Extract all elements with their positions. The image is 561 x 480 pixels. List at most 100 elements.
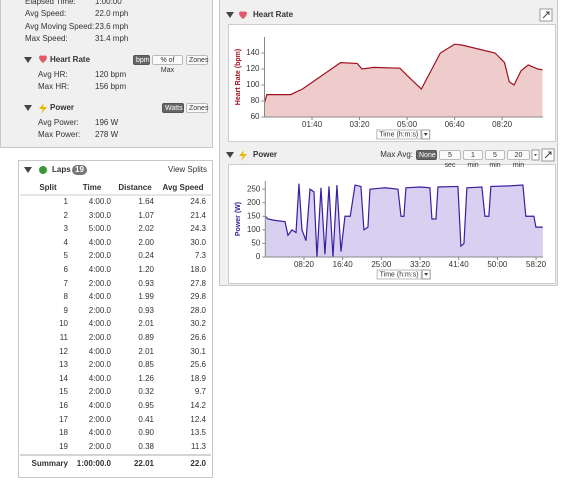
lap-cell: 24.6 <box>190 197 206 206</box>
lap-cell: 2:00.0 <box>88 305 111 315</box>
toggle-button[interactable]: Zones <box>186 103 208 113</box>
lap-cell: 0.95 <box>138 401 154 410</box>
lap-cell: 5:00.0 <box>88 224 111 234</box>
lap-cell: 1.20 <box>138 265 154 274</box>
x-tick-label: 16:40 <box>333 260 354 269</box>
lap-cell: 14.2 <box>190 401 206 410</box>
stat-label: Avg Moving Speed: <box>25 22 95 31</box>
lap-cell: 1.07 <box>138 210 154 220</box>
lap-cell: 0.89 <box>138 333 154 342</box>
lap-cell: 1 <box>63 197 68 206</box>
expand-glyph <box>544 151 552 159</box>
summary-cell: 22.01 <box>133 459 154 468</box>
lap-cell: 4:00.0 <box>88 292 111 302</box>
lap-cell: 4 <box>63 237 68 247</box>
x-tick-label: 03:20 <box>350 120 371 129</box>
lap-cell: 4:00.0 <box>88 237 111 247</box>
chart: 0 50 100 150 200 250 08:20 16:40 25:00 33:20 41:40… <box>235 181 547 280</box>
laps-title: Laps <box>52 165 71 174</box>
lap-cell: 19 <box>59 441 68 451</box>
stat-label: Avg HR: <box>38 70 68 79</box>
toggle-button[interactable]: % of Max <box>152 55 183 74</box>
laps-icon <box>39 166 47 174</box>
lap-cell: 11 <box>59 333 68 342</box>
lap-cell: 29.8 <box>190 292 206 302</box>
lap-cell: 25.6 <box>190 360 206 370</box>
lap-cell: 0.38 <box>138 441 154 451</box>
lap-cell: 7.3 <box>194 251 206 261</box>
lap-cell: 9.7 <box>194 387 206 397</box>
x-tick-label: 50:00 <box>487 260 508 269</box>
lap-count: 19 <box>72 165 87 175</box>
y-tick-label: 100 <box>246 80 260 89</box>
toggle-button[interactable]: None <box>416 150 437 160</box>
collapse-icon <box>226 12 234 18</box>
column-header: Time <box>82 183 102 192</box>
stat-value: 22.0 mph <box>95 9 129 18</box>
heart-icon <box>239 11 247 19</box>
x-axis-label: Time (h:m:s) <box>380 271 419 278</box>
control-label: Max Avg: <box>380 150 413 159</box>
lap-cell: 4:00.0 <box>88 197 111 206</box>
lap-cell: 4:00.0 <box>88 401 111 410</box>
lap-cell: 2:00.0 <box>88 251 111 261</box>
lap-cell: 18.9 <box>190 373 206 383</box>
x-tick-label: 01:40 <box>302 120 323 129</box>
y-tick-label: 0 <box>256 252 261 261</box>
lap-cell: 4:00.0 <box>88 373 111 383</box>
lap-cell: 24.3 <box>190 224 206 234</box>
toggle-button[interactable]: Watts <box>162 103 184 113</box>
chart-title: Power <box>253 150 278 159</box>
lap-cell: 3 <box>63 224 68 234</box>
toggle-button[interactable]: 1 min <box>463 150 483 169</box>
lap-cell: 4:00.0 <box>88 428 111 438</box>
lap-cell: 2:00.0 <box>88 278 111 288</box>
collapse-icon <box>226 152 234 158</box>
area-fill <box>264 44 543 118</box>
toggle-button[interactable]: 5 sec <box>439 150 461 169</box>
lap-cell: 21.4 <box>190 210 206 220</box>
toggle-button[interactable]: bpm <box>133 55 150 65</box>
chart-title: Heart Rate <box>253 10 294 19</box>
collapse-icon <box>24 105 32 111</box>
stat-label: Elapsed Time: <box>25 0 76 6</box>
x-tick-label: 25:00 <box>371 260 392 269</box>
toggle-button[interactable]: Zones <box>186 55 208 65</box>
x-tick-label: 58:20 <box>526 260 547 269</box>
lap-cell: 0.24 <box>138 251 154 261</box>
x-tick-label: 08:20 <box>492 120 513 129</box>
chart: 60 80 100 120 140 01:40 03:20 05:00 06:40 08:20 He… <box>235 37 543 140</box>
lap-cell: 2.00 <box>138 237 154 247</box>
y-tick-label: 120 <box>246 64 260 73</box>
x-axis-label-box <box>376 269 422 280</box>
stat-label: Max Power: <box>38 130 81 139</box>
lap-cell: 28.0 <box>190 305 206 315</box>
lap-cell: 2:00.0 <box>88 414 111 424</box>
lap-cell: 5 <box>63 251 68 261</box>
data-line <box>263 43 543 103</box>
lap-cell: 11.3 <box>191 441 206 451</box>
column-header: Distance <box>118 183 152 192</box>
x-tick-label: 05:00 <box>397 120 418 129</box>
lap-cell: 13.5 <box>190 428 206 438</box>
lap-cell: 0.90 <box>138 428 154 438</box>
summary-cell: 1:00:00.0 <box>76 459 111 468</box>
lap-cell: 12 <box>59 346 68 356</box>
y-tick-label: 100 <box>247 225 261 234</box>
summary-cell: Summary <box>31 459 68 468</box>
dropdown-glyph <box>534 154 537 156</box>
expand-glyph <box>542 11 550 19</box>
lap-cell: 26.6 <box>190 333 206 342</box>
toggle-button[interactable]: 20 min <box>507 150 530 169</box>
y-tick-label: 200 <box>247 198 261 207</box>
stat-label: Avg Power: <box>38 118 79 127</box>
view-splits-link[interactable]: View Splits <box>168 165 207 174</box>
x-tick-label: 08:20 <box>294 260 315 269</box>
stat-value: 1:00:00 <box>95 0 122 6</box>
lap-cell: 2.01 <box>138 346 154 356</box>
toggle-button[interactable]: 5 min <box>485 150 505 169</box>
lap-cell: 10 <box>59 319 68 329</box>
lap-cell: 30.1 <box>190 346 206 356</box>
